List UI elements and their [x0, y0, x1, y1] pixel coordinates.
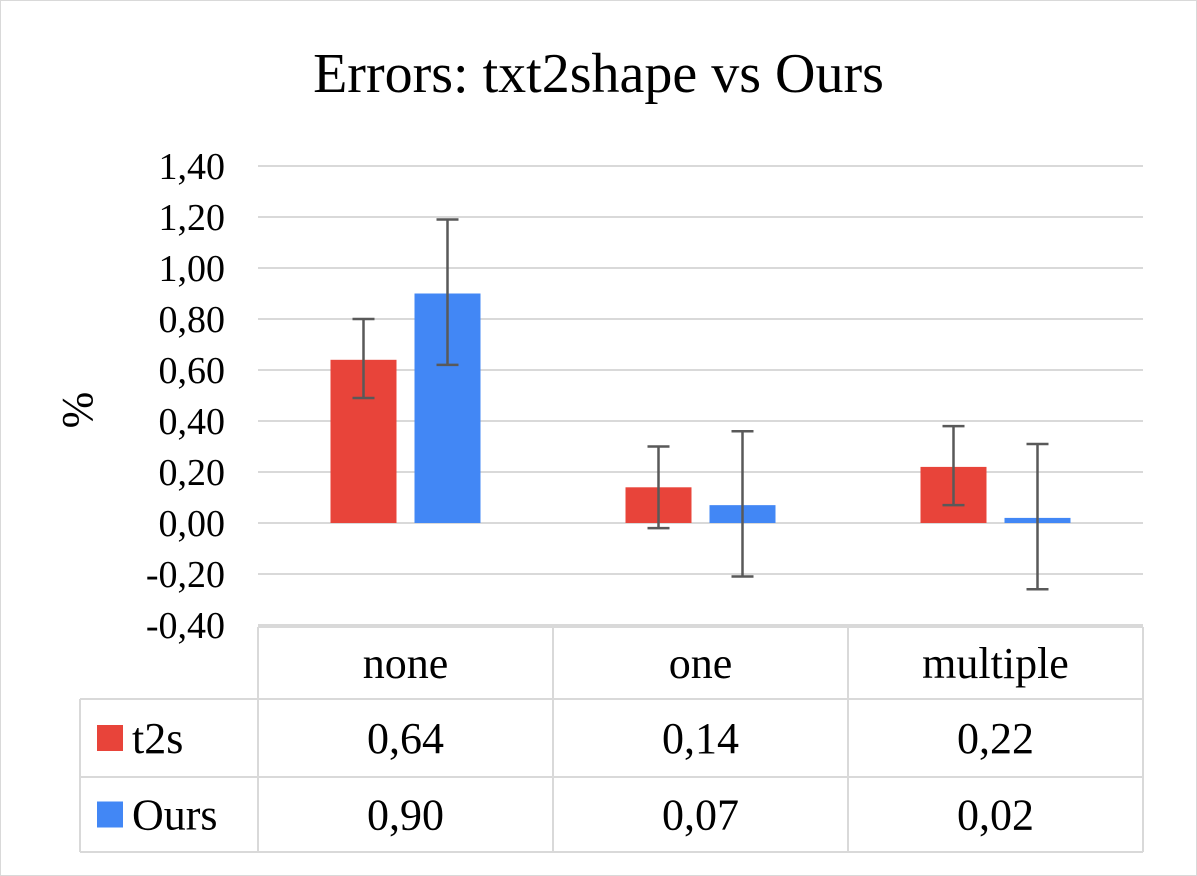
error-bars	[352, 218, 1049, 591]
table-category-one: one	[669, 639, 733, 688]
y-tick-label: -0,40	[146, 605, 225, 647]
table-value: 0,64	[367, 714, 444, 763]
legend-swatch-ours	[97, 801, 123, 828]
table-value: 0,02	[957, 791, 1034, 840]
table-category-multiple: multiple	[922, 639, 1069, 688]
table-value: 0,14	[662, 714, 739, 763]
y-tick-labels: 1,40 1,20 1,00 0,80 0,60 0,40 0,20 0,00 -0,20 -0,…	[146, 146, 225, 647]
y-tick-label: -0,20	[146, 554, 225, 596]
table-value: 0,90	[367, 791, 444, 840]
y-tick-label: 0,80	[159, 299, 226, 341]
y-tick-label: 1,00	[159, 248, 226, 290]
y-tick-label: 0,60	[159, 350, 226, 392]
gridlines	[258, 165, 1143, 626]
y-tick-label: 1,40	[159, 146, 226, 188]
y-tick-label: 0,20	[159, 452, 226, 494]
legend-label-t2s: t2s	[132, 714, 183, 763]
data-table-grid	[79, 626, 1144, 853]
data-table-text: none one multiple t2s 0,64 0,14 0,22 Ours 0,90 0,…	[97, 639, 1069, 840]
legend-swatch-t2s	[97, 725, 123, 751]
legend-label-ours: Ours	[132, 791, 218, 840]
chart-title: Errors: txt2shape vs Ours	[313, 43, 884, 105]
y-tick-label: 1,20	[159, 197, 226, 239]
table-category-none: none	[363, 639, 449, 688]
y-tick-label: 0,40	[159, 401, 226, 443]
table-value: 0,22	[957, 714, 1034, 763]
y-tick-label: 0,00	[159, 503, 226, 545]
bars	[330, 293, 1071, 523]
table-value: 0,07	[662, 791, 739, 840]
